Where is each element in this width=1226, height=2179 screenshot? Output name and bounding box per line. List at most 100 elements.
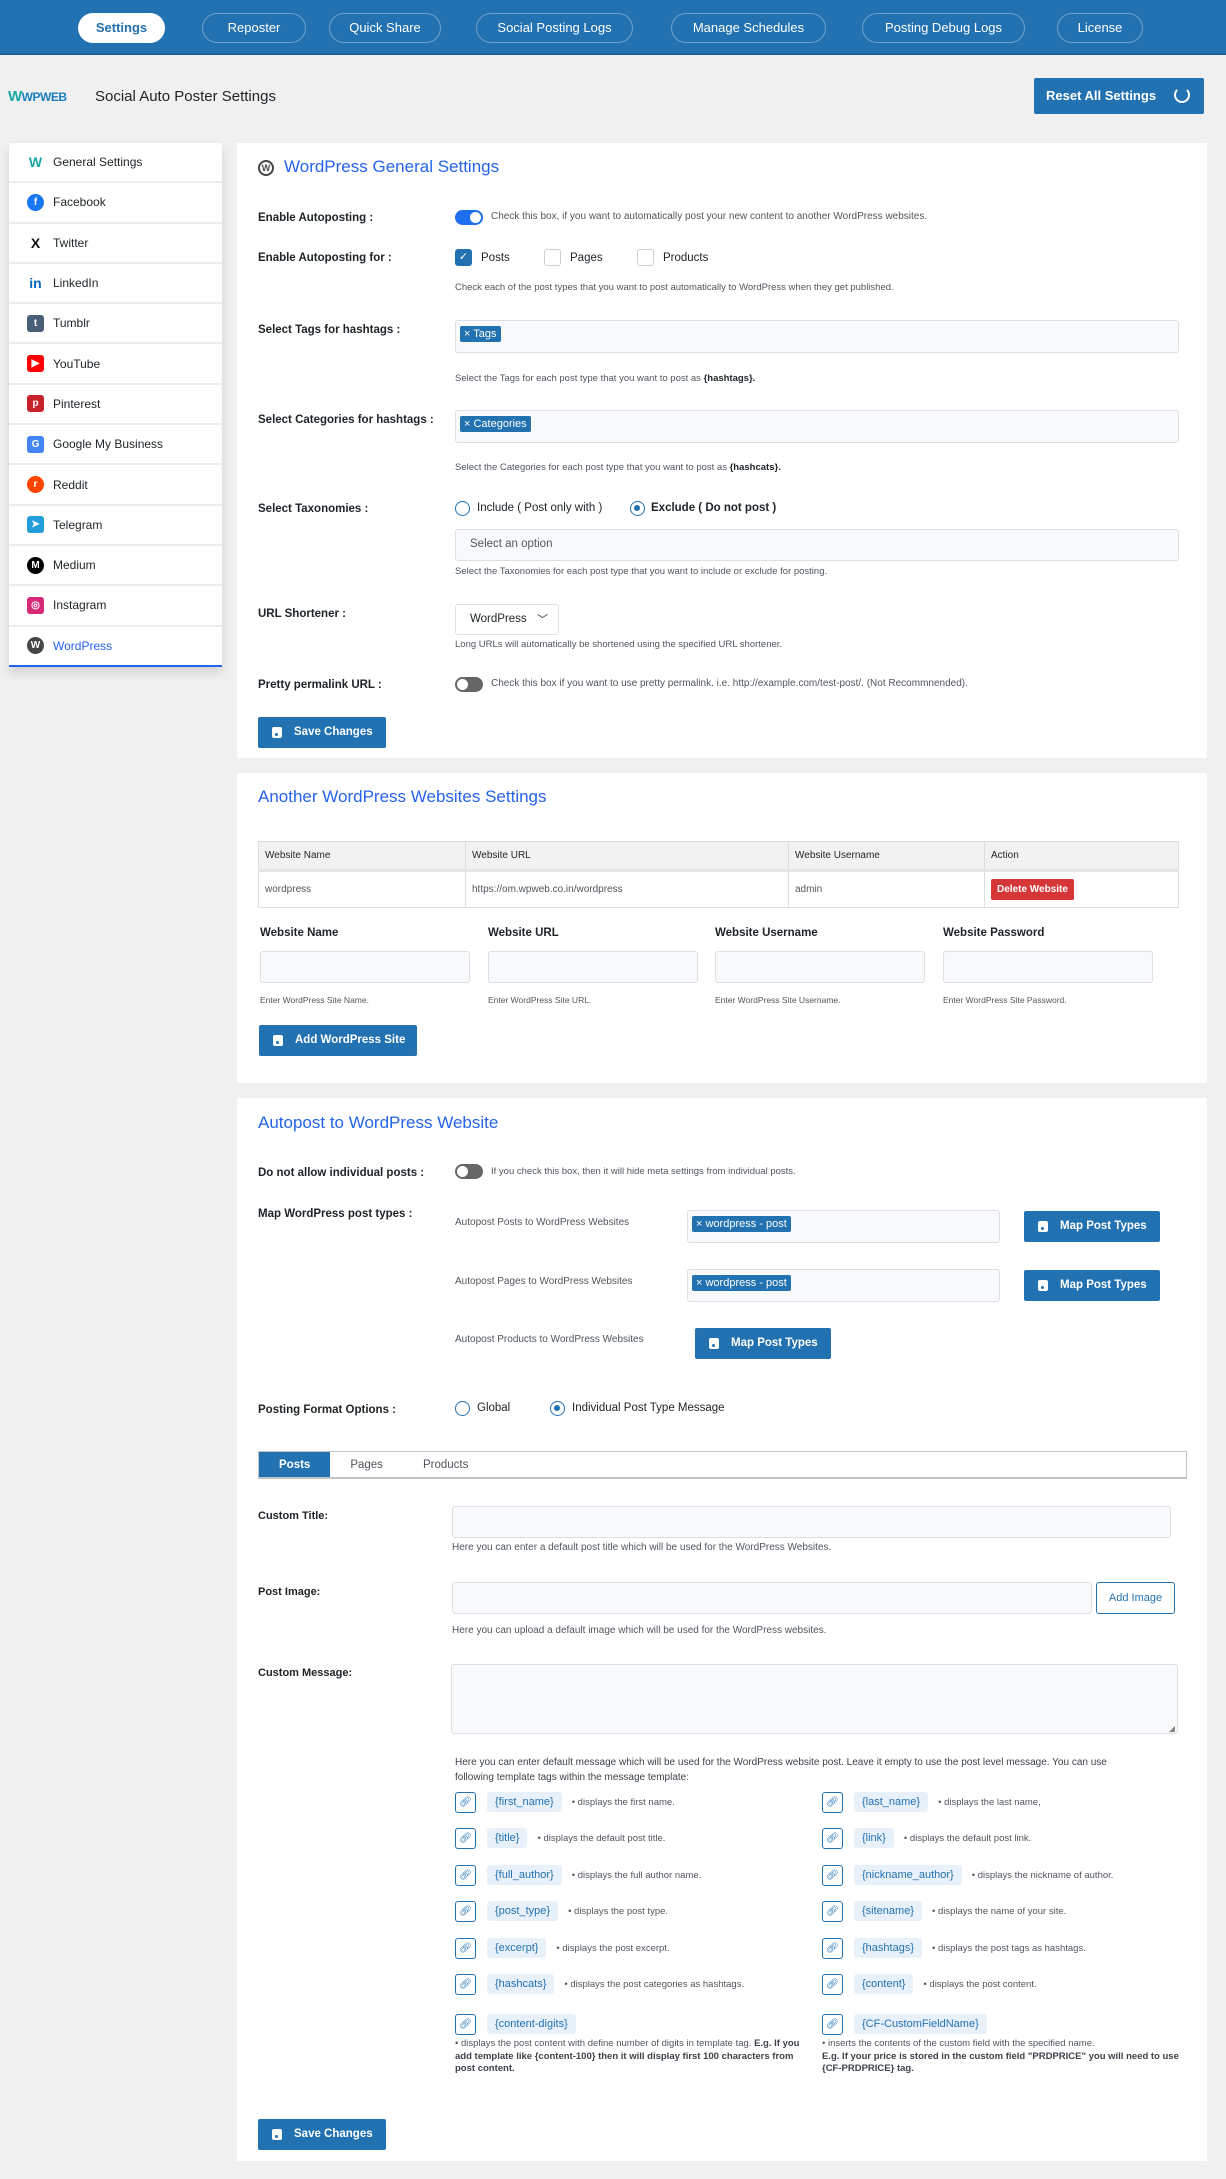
post-image-input[interactable] <box>452 1582 1092 1614</box>
sidebar-item-facebook[interactable]: f Facebook <box>9 183 222 224</box>
linkedin-icon: in <box>29 275 42 292</box>
link-icon[interactable]: 🔗︎ <box>822 1937 843 1959</box>
template-tag[interactable]: {hashcats} <box>487 1974 555 1994</box>
map-posts-select[interactable]: × wordpress - post <box>687 1210 1000 1243</box>
nav-license[interactable]: License <box>1057 13 1143 43</box>
map-post-types-button[interactable]: Map Post Types <box>695 1328 831 1359</box>
include-radio[interactable] <box>455 501 470 516</box>
link-icon[interactable]: 🔗︎ <box>822 1973 843 1995</box>
website-url-input[interactable] <box>488 951 698 983</box>
save-changes-button[interactable]: Save Changes <box>258 2119 386 2150</box>
sidebar-item-wordpress[interactable]: W WordPress <box>9 627 222 667</box>
sidebar-item-twitter[interactable]: X Twitter <box>9 224 222 264</box>
enable-autoposting-toggle[interactable] <box>455 210 483 225</box>
map-posts-label: Autopost Posts to WordPress Websites <box>455 1217 630 1228</box>
custom-message-textarea[interactable]: ◢ <box>451 1664 1178 1734</box>
save-icon <box>272 2129 282 2140</box>
nav-social-posting-logs[interactable]: Social Posting Logs <box>476 13 633 43</box>
sidebar-item-general-settings[interactable]: W General Settings <box>9 143 222 184</box>
categories-select[interactable]: × Categories <box>455 410 1179 443</box>
nav-settings[interactable]: Settings <box>78 13 165 43</box>
pretty-permalink-toggle[interactable] <box>455 677 483 692</box>
template-tag-desc: • displays the post tags as hashtags. <box>932 1942 1086 1954</box>
sidebar-item-linkedin[interactable]: in LinkedIn <box>9 264 222 305</box>
sidebar-item-instagram[interactable]: ◎ Instagram <box>9 586 222 627</box>
global-radio[interactable] <box>455 1401 470 1416</box>
posts-checkbox[interactable]: ✓ <box>455 249 472 266</box>
website-name-help: Enter WordPress Site Name. <box>260 995 369 1005</box>
tab-posts[interactable]: Posts <box>259 1452 331 1477</box>
website-password-input[interactable] <box>943 951 1153 983</box>
template-tag[interactable]: {CF-CustomFieldName} <box>854 2014 987 2034</box>
exclude-radio[interactable] <box>630 501 645 516</box>
template-tag[interactable]: {sitename} <box>854 1901 922 1921</box>
sidebar-item-telegram[interactable]: ➤ Telegram <box>9 506 222 546</box>
sidebar-item-tumblr[interactable]: t Tumblr <box>9 304 222 345</box>
link-icon[interactable]: 🔗︎ <box>822 1827 843 1849</box>
sidebar-item-medium[interactable]: M Medium <box>9 546 222 587</box>
template-tag[interactable]: {post_type} <box>487 1901 559 1921</box>
website-username-input[interactable] <box>715 951 925 983</box>
url-shortener-select[interactable]: WordPress ﹀ <box>455 604 559 635</box>
website-name-input[interactable] <box>260 951 470 983</box>
link-icon[interactable]: 🔗︎ <box>455 1791 476 1813</box>
reset-all-settings-button[interactable]: Reset All Settings <box>1034 78 1204 114</box>
template-tag[interactable]: {content-digits} <box>487 2014 576 2034</box>
custom-title-input[interactable] <box>452 1506 1171 1538</box>
link-icon[interactable]: 🔗︎ <box>455 1900 476 1922</box>
link-icon[interactable]: 🔗︎ <box>822 1791 843 1813</box>
no-individual-posts-toggle[interactable] <box>455 1164 483 1179</box>
sidebar-item-pinterest[interactable]: p Pinterest <box>9 385 222 426</box>
nav-reposter[interactable]: Reposter <box>202 13 306 43</box>
tab-pages[interactable]: Pages <box>350 1459 383 1471</box>
delete-website-button[interactable]: Delete Website <box>991 879 1074 900</box>
individual-radio[interactable] <box>550 1401 565 1416</box>
link-icon[interactable]: 🔗︎ <box>455 1973 476 1995</box>
categories-chip[interactable]: × Categories <box>460 416 531 432</box>
template-tag[interactable]: {hashtags} <box>854 1938 922 1958</box>
link-icon[interactable]: 🔗︎ <box>455 1827 476 1849</box>
x-twitter-icon: X <box>30 234 41 251</box>
nav-quick-share[interactable]: Quick Share <box>329 13 441 43</box>
template-tag[interactable]: {excerpt} <box>487 1938 547 1958</box>
taxonomies-select[interactable]: Select an option <box>455 529 1179 561</box>
template-tag[interactable]: {nickname_author} <box>854 1865 962 1885</box>
template-tag[interactable]: {link} <box>854 1828 894 1848</box>
enable-autoposting-desc: Check this box, if you want to automatic… <box>491 211 928 222</box>
sidebar-item-reddit[interactable]: r Reddit <box>9 465 222 506</box>
nav-posting-debug-logs[interactable]: Posting Debug Logs <box>862 13 1025 43</box>
tags-chip[interactable]: × Tags <box>460 326 501 342</box>
link-icon[interactable]: 🔗︎ <box>455 2013 476 2035</box>
template-tag[interactable]: {content} <box>854 1974 914 1994</box>
link-icon[interactable]: 🔗︎ <box>455 1937 476 1959</box>
link-icon[interactable]: 🔗︎ <box>822 1864 843 1886</box>
map-post-types-button[interactable]: Map Post Types <box>1024 1211 1160 1242</box>
tab-products[interactable]: Products <box>422 1459 469 1471</box>
wordpress-post-chip[interactable]: × wordpress - post <box>692 1216 791 1232</box>
wordpress-post-chip[interactable]: × wordpress - post <box>692 1275 791 1291</box>
resize-handle-icon[interactable]: ◢ <box>1168 1724 1175 1733</box>
link-icon[interactable]: 🔗︎ <box>822 1900 843 1922</box>
template-tag[interactable]: {first_name} <box>487 1792 562 1812</box>
tags-select[interactable]: × Tags <box>455 320 1179 353</box>
link-icon[interactable]: 🔗︎ <box>455 1864 476 1886</box>
template-tag[interactable]: {full_author} <box>487 1865 562 1885</box>
pretty-permalink-label: Pretty permalink URL : <box>258 679 382 691</box>
template-tag-row: 🔗︎ {nickname_author} • displays the nickna… <box>822 1863 1113 1887</box>
products-checkbox[interactable] <box>637 249 654 266</box>
autopost-panel: Autopost to WordPress Website Do not all… <box>237 1098 1207 2161</box>
pages-checkbox[interactable] <box>544 249 561 266</box>
reset-label: Reset All Settings <box>1046 88 1157 103</box>
save-changes-button[interactable]: Save Changes <box>258 717 386 748</box>
sidebar-item-google-my-business[interactable]: G Google My Business <box>9 425 222 466</box>
template-tag[interactable]: {title} <box>487 1828 528 1848</box>
add-wordpress-site-button[interactable]: Add WordPress Site <box>259 1025 417 1056</box>
sidebar-item-youtube[interactable]: ▶ YouTube <box>9 344 222 385</box>
nav-manage-schedules[interactable]: Manage Schedules <box>671 13 826 43</box>
map-post-types-button[interactable]: Map Post Types <box>1024 1270 1160 1301</box>
template-tag[interactable]: {last_name} <box>854 1792 929 1812</box>
link-icon[interactable]: 🔗︎ <box>822 2013 843 2035</box>
map-pages-select[interactable]: × wordpress - post <box>687 1269 1000 1302</box>
add-image-button[interactable]: Add Image <box>1096 1582 1175 1614</box>
template-tag-row: 🔗︎ {post_type} • displays the post type. <box>455 1899 668 1923</box>
